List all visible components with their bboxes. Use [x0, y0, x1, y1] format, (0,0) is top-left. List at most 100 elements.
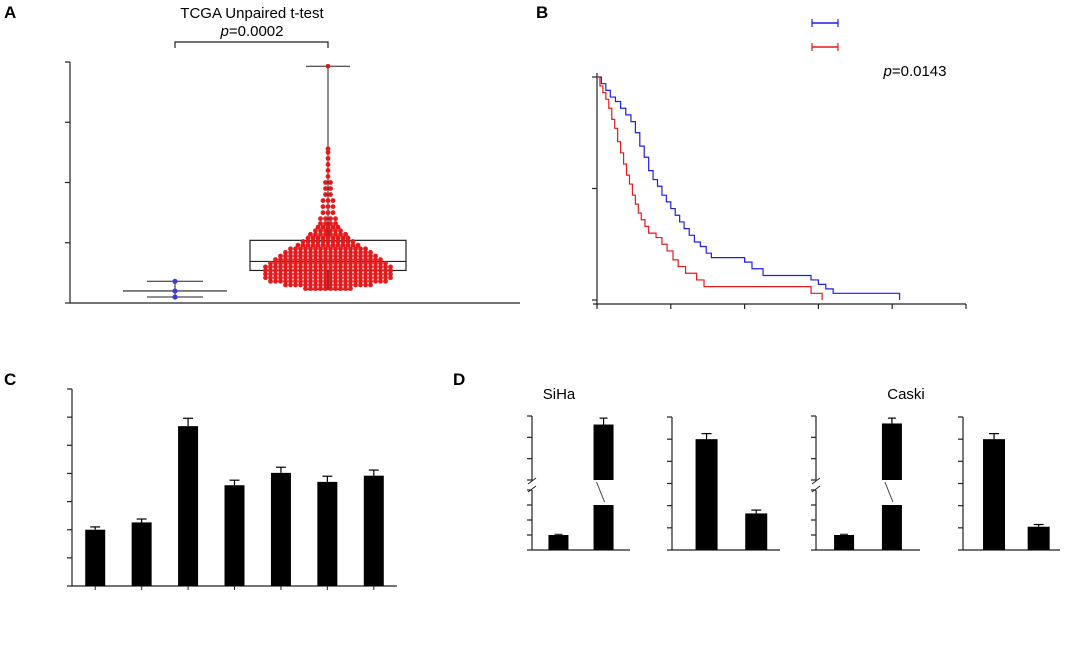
a-cancer-point — [293, 260, 298, 266]
a-cancer-point — [373, 264, 378, 270]
a-cancer-point — [320, 198, 326, 203]
a-cancer-point — [363, 257, 368, 263]
a-cancer-point — [278, 253, 283, 259]
a-cancer-point — [325, 156, 331, 161]
a-cancer-point — [310, 235, 316, 241]
a-cancer-point — [325, 242, 331, 248]
a-cancer-point — [303, 271, 308, 277]
a-cancer-point — [268, 271, 273, 277]
a-cancer-point — [333, 260, 338, 266]
a-cancer-point — [358, 249, 363, 255]
a-cancer-point — [325, 235, 331, 241]
a-cancer-point — [333, 246, 338, 252]
a-cancer-point — [333, 268, 338, 273]
d1-bar-break-mark — [596, 481, 606, 503]
a-cancer-point — [340, 235, 346, 241]
a-cancer-point — [378, 275, 383, 281]
a-cancer-point — [325, 168, 331, 173]
a-cancer-point — [323, 253, 328, 259]
b-survival-curve-high — [597, 76, 823, 300]
a-cancer-point — [348, 278, 353, 284]
a-cancer-point — [338, 228, 343, 234]
a-cancer-point — [313, 260, 318, 266]
a-cancer-point — [338, 286, 343, 291]
a-cancer-point — [383, 275, 388, 281]
a-cancer-point — [328, 260, 333, 266]
a-cancer-point — [338, 275, 343, 281]
a-cancer-point — [338, 246, 343, 252]
a-cancer-point — [353, 253, 358, 259]
a-cancer-point — [288, 249, 293, 255]
a-cancer-point — [353, 278, 358, 284]
a-cancer-point — [353, 260, 358, 266]
a-cancer-point — [378, 260, 383, 266]
a-cancer-point — [323, 278, 328, 284]
d2-bar — [695, 439, 718, 550]
a-cancer-point — [298, 271, 303, 277]
a-cancer-point — [293, 268, 298, 273]
a-cancer-point — [343, 264, 348, 270]
a-cancer-point — [363, 275, 368, 281]
a-cancer-point — [323, 264, 328, 270]
a-cancer-point — [345, 239, 351, 244]
a-cancer-point — [348, 249, 353, 255]
panel-d-label: D — [453, 370, 465, 389]
a-cancer-point — [303, 268, 308, 273]
a-cancer-point — [318, 246, 323, 252]
a-cancer-point — [368, 260, 373, 266]
a-cancer-point — [338, 253, 343, 259]
a-normal-point — [172, 278, 178, 284]
a-cancer-point — [308, 282, 313, 288]
a-cancer-point — [288, 282, 293, 288]
a-cancer-point — [303, 246, 308, 252]
a-cancer-point — [315, 235, 321, 241]
a-cancer-point — [333, 264, 338, 270]
a-cancer-point — [298, 282, 303, 288]
a-cancer-point — [388, 271, 393, 277]
a-cancer-point — [263, 275, 268, 281]
a-cancer-point — [368, 257, 373, 263]
a-cancer-point — [358, 257, 363, 263]
a-cancer-point — [273, 271, 278, 277]
a-cancer-point — [338, 249, 343, 255]
a-cancer-point — [333, 257, 338, 263]
d1-bar — [593, 424, 614, 480]
chart-a — [65, 61, 520, 304]
a-cancer-point — [353, 257, 358, 263]
a-cancer-point — [320, 204, 326, 210]
a-cancer-point — [333, 228, 338, 234]
a-cancer-point — [313, 231, 318, 237]
a-cancer-point — [368, 278, 373, 284]
a-cancer-point — [353, 246, 358, 252]
a-cancer-point — [288, 257, 293, 263]
a-cancer-point — [333, 278, 338, 284]
a-cancer-point — [328, 282, 333, 288]
a-cancer-point — [353, 264, 358, 270]
a-cancer-point — [348, 286, 353, 291]
a-cancer-point — [343, 278, 348, 284]
a-cancer-point — [373, 271, 378, 277]
d1-axis-break-mark — [527, 485, 537, 493]
a-cancer-point — [303, 264, 308, 270]
a-cancer-point — [353, 249, 358, 255]
a-cancer-point — [335, 235, 341, 241]
a-cancer-point — [330, 204, 336, 210]
a-cancer-point — [343, 257, 348, 263]
a-cancer-point — [325, 149, 331, 155]
a-cancer-point — [293, 257, 298, 263]
a-cancer-point — [313, 228, 318, 234]
a-cancer-point — [323, 221, 328, 226]
a-cancer-point — [323, 257, 328, 263]
panel-b-pvalue-rest: =0.0143 — [892, 63, 947, 80]
a-cancer-point — [273, 275, 278, 281]
b-survival-curve-low — [597, 76, 901, 300]
a-cancer-point — [335, 239, 341, 244]
a-cancer-point — [388, 275, 393, 281]
a-cancer-point — [313, 264, 318, 270]
a-cancer-point — [268, 268, 273, 273]
a-cancer-point — [328, 192, 333, 197]
a-cancer-point — [318, 253, 323, 259]
a-cancer-point — [383, 268, 388, 273]
a-cancer-point — [315, 239, 321, 244]
a-cancer-point — [323, 246, 328, 252]
